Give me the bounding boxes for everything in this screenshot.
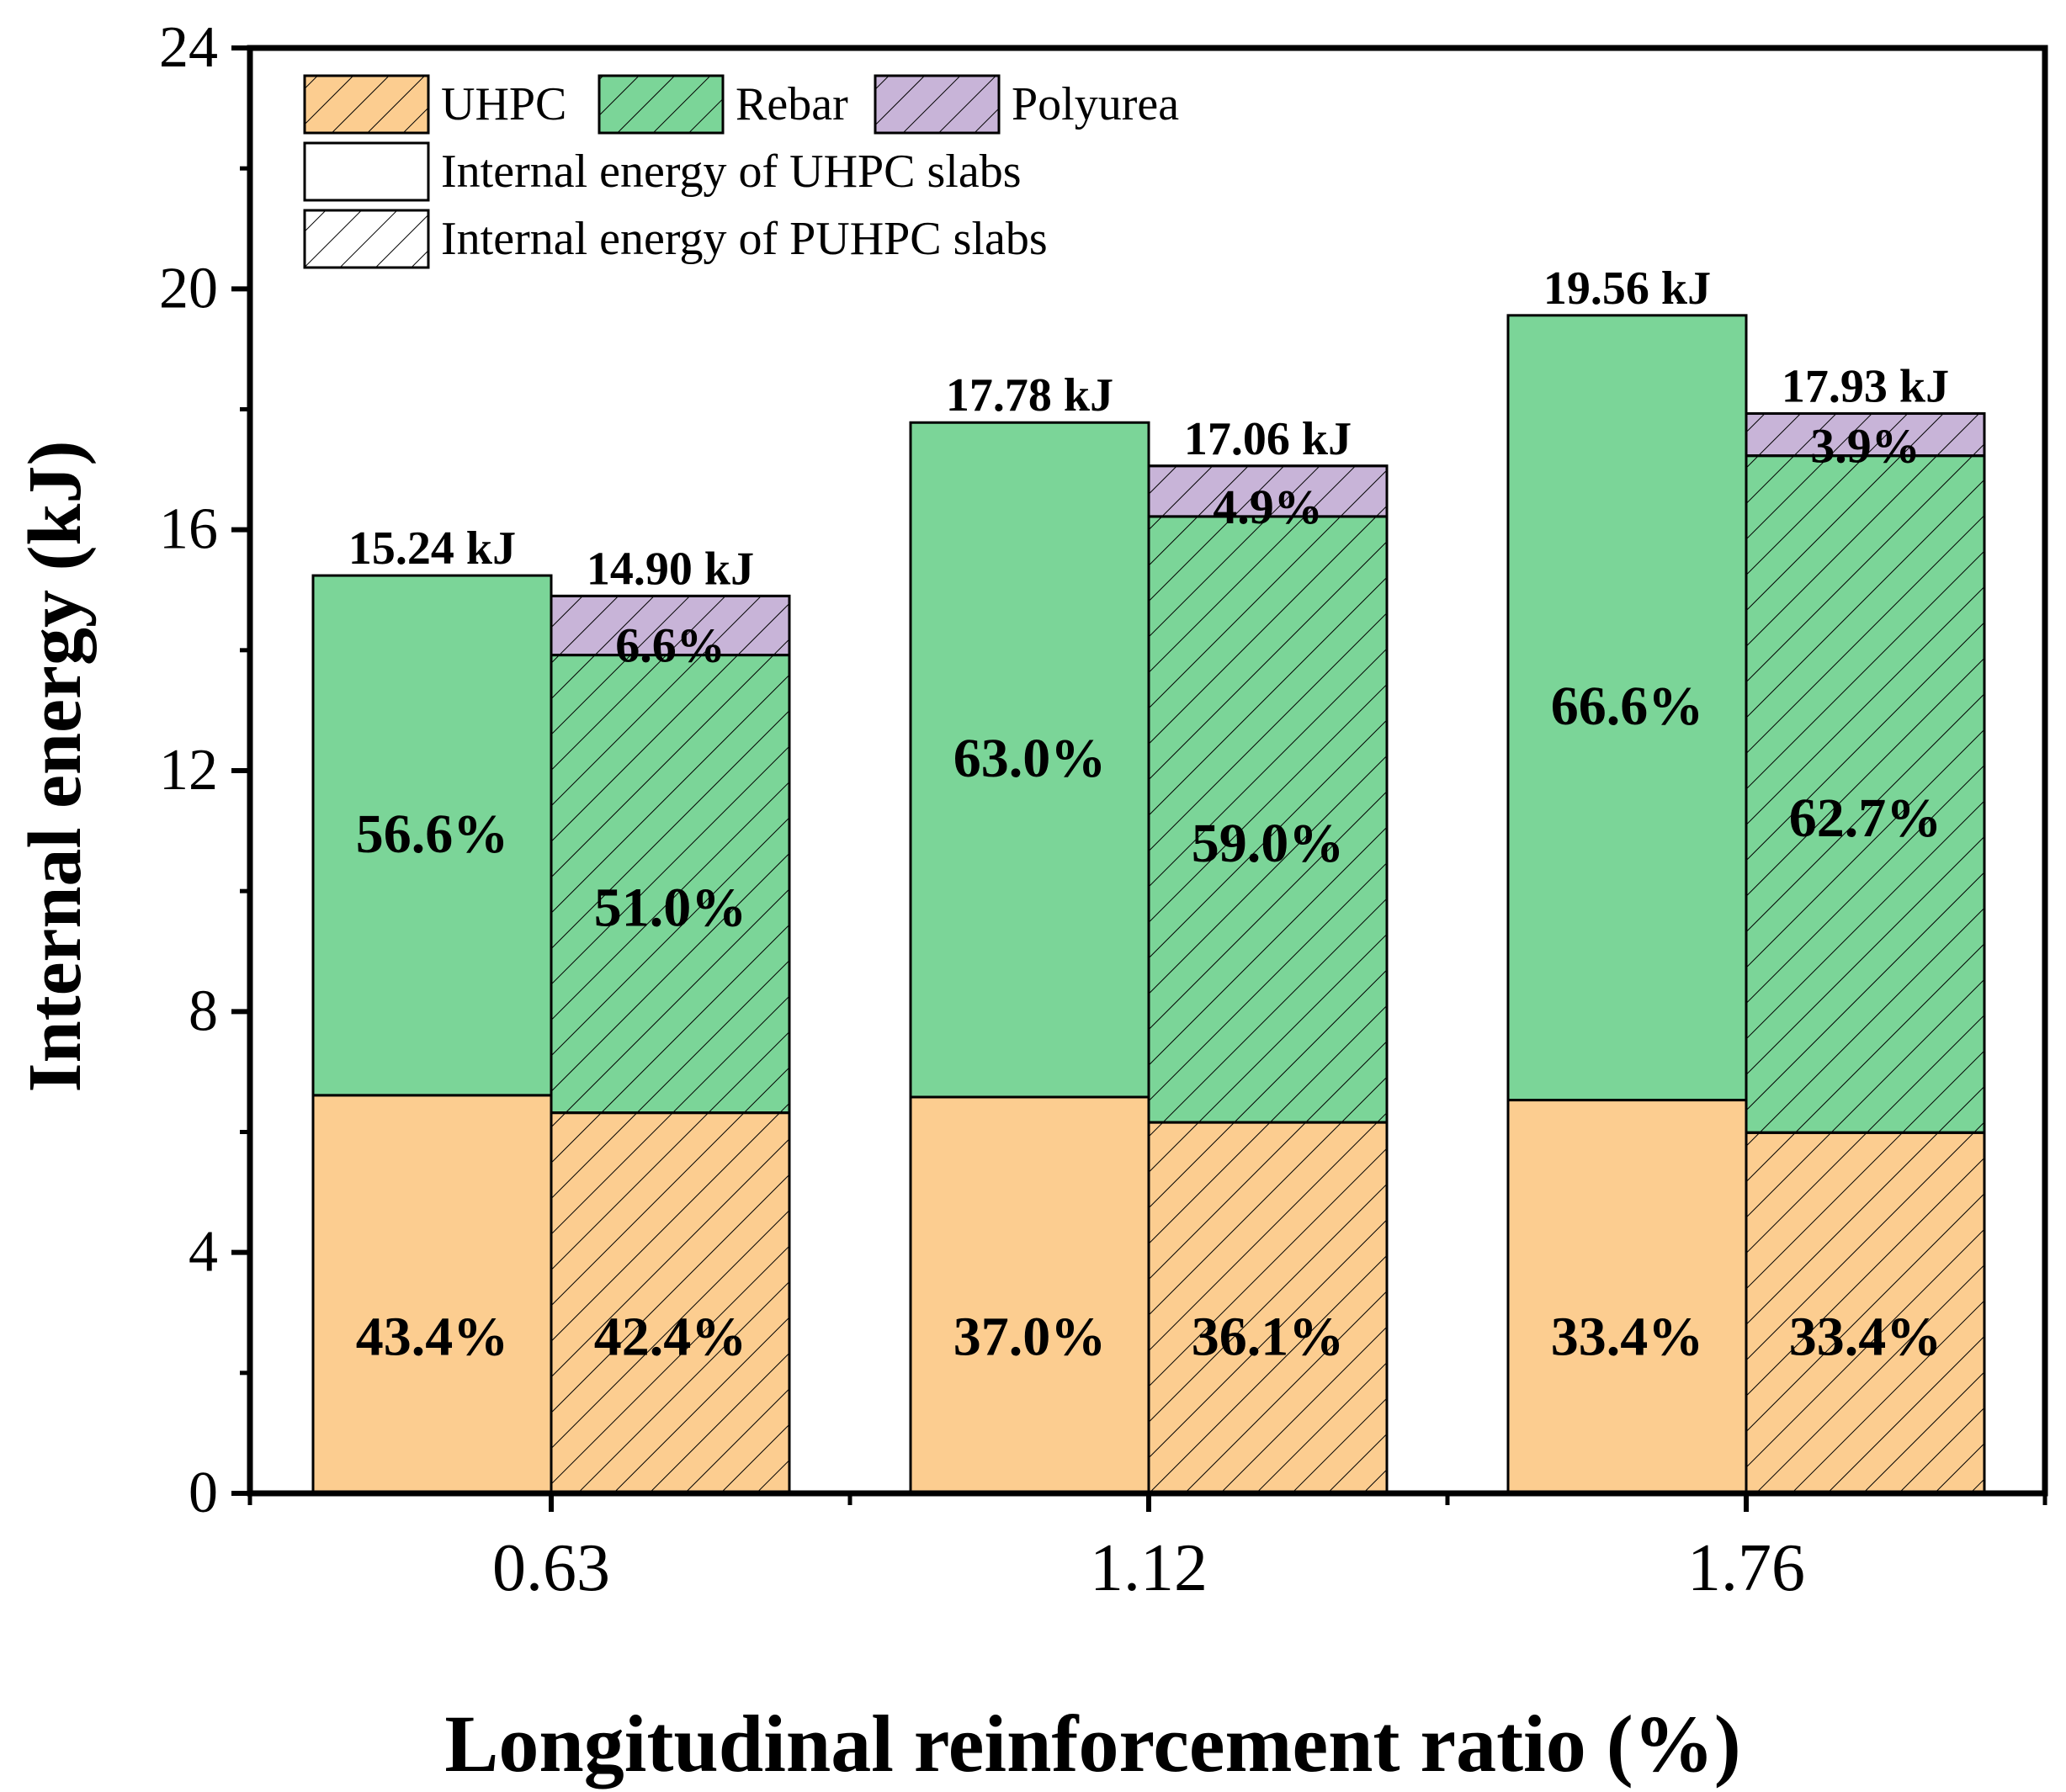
bar-1_12-uhpc-uhpc (909, 1095, 1150, 1495)
legend-swatch-hatch-rebar (597, 74, 725, 135)
segment-label: 4.9% (1213, 480, 1323, 534)
segment-label: 56.6% (356, 803, 509, 865)
total-label: 19.56 kJ (1543, 262, 1711, 315)
segment-label: 66.6% (1551, 676, 1704, 737)
total-label: 17.06 kJ (1184, 413, 1352, 465)
segment-label: 59.0% (1192, 813, 1345, 874)
bar-1_76-uhpc-rebar (1506, 314, 1748, 1102)
bar-1_12-puhpc-polyurea-hatch (1147, 464, 1389, 518)
bar-0_63-uhpc-uhpc (311, 1094, 553, 1495)
y-tick-label: 4 (189, 1220, 218, 1285)
bar-1_76-puhpc-polyurea-hatch (1745, 412, 1986, 458)
total-label: 14.90 kJ (587, 543, 754, 595)
bar-1_12-puhpc-rebar-hatch (1147, 515, 1389, 1124)
x-axis-title: Longitudinal reinforcement ratio (%) (444, 1699, 1740, 1789)
segment-label: 63.0% (953, 728, 1107, 789)
legend-label-uhpc: UHPC (441, 78, 566, 130)
legend-label-slab-puhpc: Internal energy of PUHPC slabs (441, 213, 1048, 265)
y-tick-label: 20 (159, 256, 218, 321)
total-label: 17.78 kJ (946, 369, 1113, 421)
bar-1_76-puhpc-rebar-hatch (1745, 454, 1986, 1134)
segment-label: 62.7% (1789, 787, 1942, 849)
segment-label: 6.6% (615, 618, 725, 673)
legend-swatch-hatch-uhpc (303, 74, 430, 135)
y-tick-label: 24 (159, 15, 218, 80)
legend: UHPC Rebar Polyurea Internal energy of UHPC… (303, 74, 1179, 269)
legend-label-slab-uhpc: Internal energy of UHPC slabs (441, 146, 1022, 198)
bar-1_12-uhpc-rebar (909, 421, 1150, 1099)
y-tick-label: 16 (159, 497, 218, 562)
bar-1_76-puhpc-uhpc-hatch (1745, 1131, 1986, 1495)
x-tick-label: 0.63 (492, 1531, 610, 1605)
y-axis-title: Internal energy (kJ) (13, 441, 97, 1093)
legend-label-polyurea: Polyurea (1012, 78, 1179, 130)
axes-layer: 0 4 8 12 16 20 24 0.63 1.12 1.76 Longitudinal rein… (13, 15, 2048, 1789)
bar-1_76-uhpc-uhpc (1506, 1099, 1748, 1495)
legend-swatch-slab-hatch (303, 209, 430, 269)
legend-swatch-hatch-polyurea (874, 74, 1001, 135)
y-tick-label: 8 (189, 978, 218, 1043)
legend-label-rebar: Rebar (736, 78, 848, 130)
total-label: 17.93 kJ (1782, 361, 1949, 413)
bar-0_63-uhpc-rebar (311, 574, 553, 1097)
x-tick-label: 1.76 (1687, 1531, 1805, 1605)
legend-swatch-slab-uhpc (303, 141, 430, 202)
labels-layer: 43.4% 56.6% 15.24 kJ 42.4% 51.0% 6.6% 14.90 kJ… (348, 262, 1949, 1368)
segment-label: 33.4% (1789, 1306, 1942, 1367)
segment-label: 33.4% (1551, 1306, 1704, 1367)
segment-label: 36.1% (1192, 1306, 1345, 1367)
segment-label: 42.4% (594, 1306, 747, 1367)
segment-label: 3.9% (1810, 419, 1920, 474)
y-tick-label: 12 (159, 738, 218, 803)
segment-label: 43.4% (356, 1306, 509, 1367)
y-tick-label: 0 (189, 1461, 218, 1525)
x-tick-label: 1.12 (1090, 1531, 1208, 1605)
bars-layer (311, 314, 1986, 1495)
bar-0_63-puhpc-uhpc-hatch (550, 1111, 791, 1495)
segment-label: 51.0% (594, 877, 747, 939)
bar-0_63-puhpc-rebar-hatch (550, 654, 791, 1115)
segment-label: 37.0% (953, 1306, 1107, 1367)
bar-0_63-puhpc-polyurea-hatch (550, 594, 791, 657)
total-label: 15.24 kJ (348, 522, 516, 575)
